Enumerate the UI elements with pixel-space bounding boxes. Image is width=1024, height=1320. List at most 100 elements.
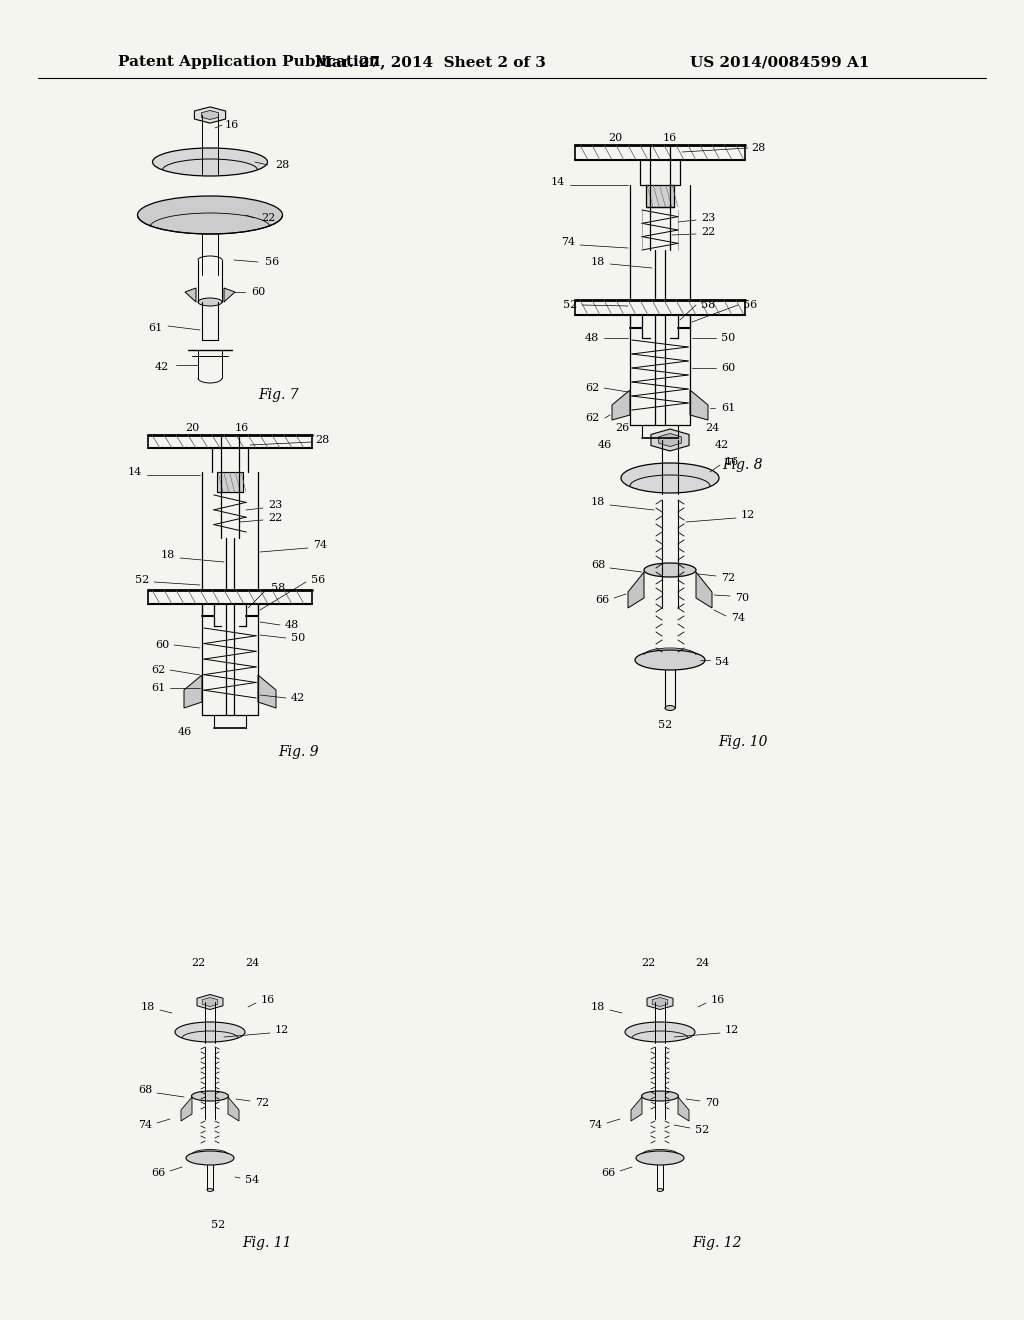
Ellipse shape [657,1188,663,1192]
Text: Fig. 10: Fig. 10 [718,735,768,748]
Text: 26: 26 [614,422,629,433]
Text: 72: 72 [255,1098,269,1107]
Text: 61: 61 [147,323,162,333]
Text: US 2014/0084599 A1: US 2014/0084599 A1 [690,55,870,69]
Text: 60: 60 [155,640,169,649]
Text: 54: 54 [245,1175,259,1185]
Polygon shape [658,433,681,446]
Ellipse shape [153,148,267,176]
Text: 62: 62 [151,665,165,675]
Bar [217,473,243,492]
Polygon shape [690,389,708,420]
Text: 23: 23 [700,213,715,223]
Polygon shape [202,111,219,120]
Text: 46: 46 [598,440,612,450]
Text: 52: 52 [563,300,578,310]
Ellipse shape [198,298,222,306]
Polygon shape [185,288,196,302]
Text: 70: 70 [705,1098,719,1107]
Polygon shape [696,572,712,609]
Text: 61: 61 [721,403,735,413]
Text: 60: 60 [251,286,265,297]
Text: Fig. 7: Fig. 7 [258,388,299,403]
Text: 54: 54 [715,657,729,667]
Polygon shape [184,675,202,708]
Text: 70: 70 [735,593,750,603]
Text: 52: 52 [135,576,150,585]
Text: 52: 52 [657,719,672,730]
Text: 74: 74 [588,1119,602,1130]
Text: Fig. 9: Fig. 9 [278,744,318,759]
Text: 28: 28 [314,436,329,445]
Text: 52: 52 [695,1125,710,1135]
Polygon shape [202,998,218,1006]
Text: 22: 22 [641,958,655,968]
Text: 18: 18 [591,1002,605,1012]
Text: 16: 16 [725,457,739,467]
Ellipse shape [175,1022,245,1041]
Text: 16: 16 [234,422,249,433]
Text: 74: 74 [313,540,327,550]
Text: 18: 18 [141,1002,155,1012]
Text: 56: 56 [742,300,757,310]
Text: 58: 58 [700,300,715,310]
Text: Fig. 12: Fig. 12 [692,1236,741,1250]
Text: 48: 48 [285,620,299,630]
Text: 12: 12 [741,510,755,520]
Polygon shape [651,429,689,451]
Ellipse shape [625,1022,695,1041]
Text: 16: 16 [711,995,725,1005]
Text: 20: 20 [608,133,623,143]
Ellipse shape [191,1092,228,1101]
Polygon shape [228,1097,239,1121]
Text: 24: 24 [695,958,710,968]
Text: 42: 42 [715,440,729,450]
Text: Mar. 27, 2014  Sheet 2 of 3: Mar. 27, 2014 Sheet 2 of 3 [314,55,546,69]
Text: 52: 52 [211,1220,225,1230]
Text: 12: 12 [725,1026,739,1035]
Polygon shape [652,998,668,1006]
Bar [646,185,674,207]
Text: 74: 74 [561,238,575,247]
Text: 42: 42 [155,362,169,372]
Text: 66: 66 [595,595,609,605]
Polygon shape [631,1097,642,1121]
Text: 23: 23 [268,500,283,510]
Text: 14: 14 [551,177,565,187]
Text: 74: 74 [138,1119,152,1130]
Text: 16: 16 [663,133,677,143]
Ellipse shape [621,463,719,492]
Ellipse shape [644,564,696,577]
Text: 42: 42 [291,693,305,704]
Text: 12: 12 [274,1026,289,1035]
Polygon shape [195,107,225,123]
Text: 62: 62 [585,383,599,393]
Text: 18: 18 [591,498,605,507]
Polygon shape [197,994,223,1010]
Text: 66: 66 [151,1168,165,1177]
Text: 28: 28 [274,160,289,170]
Text: 68: 68 [138,1085,153,1096]
Ellipse shape [186,1151,234,1166]
Polygon shape [181,1097,193,1121]
Text: 22: 22 [190,958,205,968]
Text: 74: 74 [731,612,745,623]
Text: 22: 22 [700,227,715,238]
Polygon shape [258,675,276,708]
Text: Fig. 11: Fig. 11 [242,1236,292,1250]
Ellipse shape [137,195,283,234]
Text: 46: 46 [178,727,193,737]
Text: 14: 14 [128,467,142,477]
Text: 16: 16 [225,120,240,129]
Text: 61: 61 [151,682,165,693]
Text: 68: 68 [591,560,605,570]
Ellipse shape [635,649,705,671]
Ellipse shape [636,1151,684,1166]
Text: 58: 58 [271,583,285,593]
Text: Patent Application Publication: Patent Application Publication [118,55,380,69]
Polygon shape [647,994,673,1010]
Text: 24: 24 [705,422,719,433]
Text: 62: 62 [585,413,599,422]
Text: 18: 18 [591,257,605,267]
Ellipse shape [641,1092,679,1101]
